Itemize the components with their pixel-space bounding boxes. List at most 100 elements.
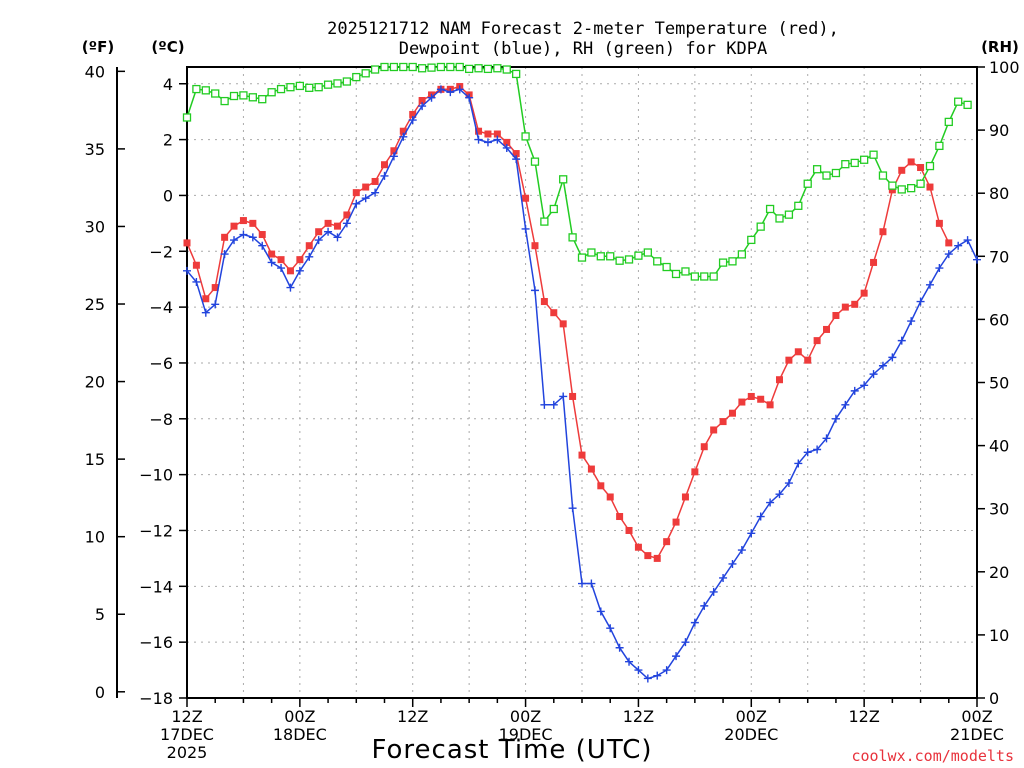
temperature-point: [945, 239, 953, 247]
dewpoint-point: [869, 370, 878, 379]
dewpoint-point: [559, 392, 568, 401]
rh-point: [737, 250, 747, 259]
rh-tick-label: 70: [989, 247, 1009, 266]
rh-point: [935, 141, 944, 151]
x-tick-label: 00Z: [736, 707, 767, 726]
temperature-line: [186, 85, 950, 560]
dewpoint-point: [897, 336, 906, 345]
rh-tick-label: 80: [989, 184, 1009, 203]
dewpoint-point: [944, 250, 953, 259]
temperature-point: [221, 233, 229, 241]
temperature-point: [813, 337, 821, 345]
dewpoint-point: [248, 233, 257, 242]
rh-tick-label: 60: [989, 310, 1009, 329]
rh-point: [370, 65, 380, 74]
temperature-point: [832, 311, 840, 319]
rh-point: [878, 171, 888, 180]
dewpoint-point: [615, 643, 624, 652]
rh-point: [907, 184, 916, 193]
temperature-point: [794, 348, 802, 356]
rh-point: [568, 233, 577, 242]
rh-point: [606, 252, 615, 261]
celsius-tick-label: −2: [149, 242, 173, 261]
dewpoint-point: [418, 102, 427, 111]
dewpoint-point: [831, 414, 840, 423]
temperature-point: [578, 451, 586, 459]
chart-title-line-2: Dewpoint (blue), RH (green) for KDPA: [399, 39, 767, 59]
celsius-tick-label: −12: [139, 521, 173, 540]
temperature-point: [681, 493, 689, 501]
dewpoint-point: [822, 434, 831, 443]
dewpoint-point: [775, 490, 784, 499]
dewpoint-point: [305, 252, 314, 261]
rh-point: [888, 181, 897, 190]
temperature-point: [192, 261, 200, 269]
rh-tick-label: 20: [989, 563, 1009, 582]
dewpoint-point: [813, 445, 822, 454]
fahrenheit-tick-label: 30: [85, 217, 105, 236]
dewpoint-point: [277, 264, 286, 273]
rh-point: [963, 100, 972, 110]
temperature-point: [898, 166, 906, 174]
dewpoint-point: [258, 241, 267, 250]
temperature-point: [700, 443, 708, 451]
temperature-point: [926, 183, 934, 191]
temperature-point: [672, 518, 680, 526]
temperature-point: [738, 398, 746, 406]
temperature-point: [879, 228, 887, 236]
temperature-point: [333, 222, 341, 230]
dewpoint-point: [596, 607, 605, 616]
x-tick-label: 00Z: [284, 707, 315, 726]
dewpoint-point: [841, 400, 850, 409]
rh-point: [596, 252, 605, 261]
temperature-point: [183, 239, 191, 247]
temperature-point: [202, 295, 210, 303]
dewpoint-point: [446, 88, 455, 97]
temperature-point: [211, 284, 219, 292]
temperature-point: [710, 426, 718, 434]
celsius-tick-label: 4: [163, 75, 173, 94]
rh-point: [859, 155, 869, 164]
temperature-point: [804, 356, 812, 364]
rh-tick-label: 90: [989, 121, 1009, 140]
fahrenheit-tick-label: 10: [85, 528, 105, 547]
rh-point: [267, 88, 276, 97]
x-tick-label: 12Z: [397, 707, 428, 726]
temperature-point: [935, 219, 943, 227]
rh-point: [897, 185, 906, 194]
dewpoint-point: [700, 601, 709, 610]
rh-point: [286, 83, 295, 92]
rh-point: [342, 77, 352, 86]
rh-point: [756, 222, 765, 231]
credit-link[interactable]: coolwx.com/modelts: [851, 747, 1014, 765]
rh-point: [314, 83, 323, 92]
rh-point: [944, 117, 953, 127]
rh-unit-label: (RH): [981, 38, 1019, 56]
dewpoint-point: [690, 618, 699, 627]
temperature-point: [757, 395, 765, 403]
rh-tick-label: 40: [989, 437, 1009, 456]
temperature-point: [587, 465, 595, 473]
rh-point: [493, 64, 502, 73]
dewpoint-point: [954, 241, 963, 250]
temperature-point: [249, 219, 257, 227]
dewpoint-point: [230, 236, 239, 245]
temperature-point: [691, 468, 699, 476]
dewpoint-point: [201, 308, 210, 317]
dewpoint-point: [521, 224, 530, 233]
dewpoint-point: [239, 230, 248, 239]
rh-point: [361, 69, 370, 78]
rh-point: [483, 64, 493, 74]
temperature-point: [484, 130, 492, 138]
rh-point: [709, 272, 718, 281]
dewpoint-point: [803, 448, 812, 457]
rh-point: [954, 97, 963, 106]
rh-point: [784, 210, 794, 219]
celsius-tick-label: −18: [139, 689, 173, 708]
rh-point: [192, 84, 201, 94]
dewpoint-point: [681, 638, 690, 647]
rh-point: [577, 253, 587, 262]
rh-point: [775, 214, 784, 223]
dewpoint-point: [408, 116, 417, 125]
temperature-point: [776, 376, 783, 384]
